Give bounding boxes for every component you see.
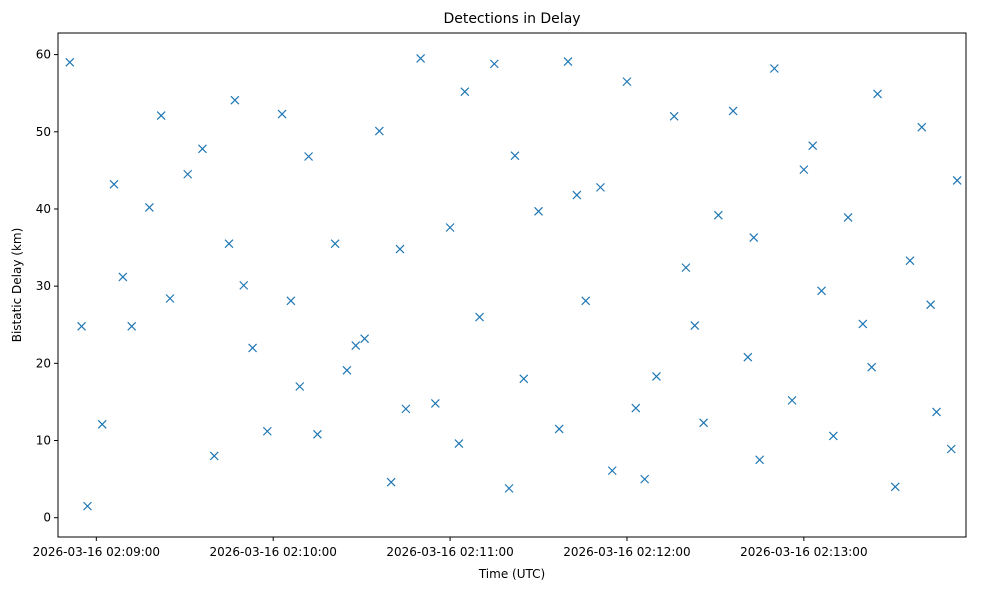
data-point xyxy=(640,474,650,484)
data-point xyxy=(554,424,564,434)
data-point xyxy=(351,341,361,351)
data-point xyxy=(65,57,75,67)
data-point xyxy=(430,399,440,408)
data-point xyxy=(109,179,119,189)
x-tick-label: 2026-03-16 02:13:00 xyxy=(740,545,867,559)
data-point xyxy=(156,111,166,121)
data-point xyxy=(622,77,632,87)
data-point xyxy=(952,175,962,185)
data-point xyxy=(946,444,956,454)
data-point xyxy=(728,106,738,116)
data-point xyxy=(198,144,207,154)
data-point xyxy=(631,403,641,413)
data-point xyxy=(360,334,370,344)
data-point xyxy=(932,407,941,417)
data-markers xyxy=(65,54,962,511)
data-point xyxy=(749,233,759,242)
data-point xyxy=(681,263,691,273)
data-point xyxy=(769,64,779,73)
data-point xyxy=(118,272,128,282)
y-axis-label: Bistatic Delay (km) xyxy=(10,228,24,343)
data-point xyxy=(652,372,661,381)
data-point xyxy=(416,54,426,63)
data-point xyxy=(504,483,514,493)
plot-frame xyxy=(57,32,967,538)
data-point xyxy=(828,431,838,441)
y-tick-label: 40 xyxy=(36,202,51,216)
data-point xyxy=(581,296,591,306)
data-point xyxy=(395,244,405,254)
data-point xyxy=(460,87,470,97)
data-point xyxy=(165,294,175,303)
data-point xyxy=(330,239,340,249)
data-point xyxy=(873,89,882,99)
data-point xyxy=(454,439,464,449)
data-point xyxy=(917,122,927,132)
y-tick-label: 20 xyxy=(36,356,51,370)
data-point xyxy=(890,482,900,492)
y-tick-label: 30 xyxy=(36,279,51,293)
x-tick-label: 2026-03-16 02:09:00 xyxy=(33,545,160,559)
data-point xyxy=(867,362,877,372)
data-point xyxy=(386,477,396,487)
data-point xyxy=(699,418,709,428)
data-point xyxy=(755,455,765,465)
data-point xyxy=(445,223,455,232)
data-point xyxy=(607,466,617,476)
data-point xyxy=(295,382,305,391)
x-axis-label: Time (UTC) xyxy=(478,567,545,581)
data-point xyxy=(209,451,219,461)
data-point xyxy=(277,109,287,119)
data-point xyxy=(286,296,296,306)
data-point xyxy=(401,404,411,414)
y-axis-ticks: 0 10 20 30 40 50 60 xyxy=(36,48,58,525)
data-point xyxy=(669,111,679,121)
data-point xyxy=(596,182,605,192)
x-tick-label: 2026-03-16 02:11:00 xyxy=(386,545,513,559)
data-point xyxy=(926,300,936,310)
data-point xyxy=(262,426,272,436)
data-point xyxy=(239,280,249,290)
x-tick-label: 2026-03-16 02:12:00 xyxy=(563,545,690,559)
data-point xyxy=(224,239,234,249)
y-tick-label: 60 xyxy=(36,48,51,62)
data-point xyxy=(690,321,700,330)
data-point xyxy=(743,352,753,362)
data-point xyxy=(230,95,240,105)
data-point xyxy=(713,210,723,220)
data-point xyxy=(313,429,322,439)
data-point xyxy=(97,419,107,429)
data-point xyxy=(475,312,484,322)
y-tick-label: 10 xyxy=(36,434,51,448)
data-point xyxy=(77,321,87,331)
data-point xyxy=(799,165,809,175)
data-point xyxy=(534,206,543,216)
data-point xyxy=(858,319,868,329)
data-point xyxy=(144,203,154,212)
data-point xyxy=(489,59,499,69)
data-point xyxy=(808,141,818,151)
y-tick-label: 50 xyxy=(36,125,51,139)
x-tick-label: 2026-03-16 02:10:00 xyxy=(209,545,336,559)
data-point xyxy=(83,501,92,511)
chart-title: Detections in Delay xyxy=(443,11,580,27)
data-point xyxy=(843,213,853,222)
data-point xyxy=(572,190,582,200)
data-point xyxy=(905,256,915,266)
data-point xyxy=(248,343,257,353)
x-axis-ticks: 2026-03-16 02:09:00 2026-03-16 02:10:00 20… xyxy=(33,537,868,559)
data-point xyxy=(342,365,352,375)
data-point xyxy=(787,395,797,405)
data-point xyxy=(127,321,137,331)
y-tick-label: 0 xyxy=(43,511,51,525)
data-point xyxy=(374,126,384,136)
data-point xyxy=(304,152,314,161)
data-point xyxy=(510,151,520,161)
data-point xyxy=(183,169,193,179)
data-point xyxy=(563,57,573,66)
data-point xyxy=(817,286,826,296)
data-point xyxy=(519,374,529,384)
